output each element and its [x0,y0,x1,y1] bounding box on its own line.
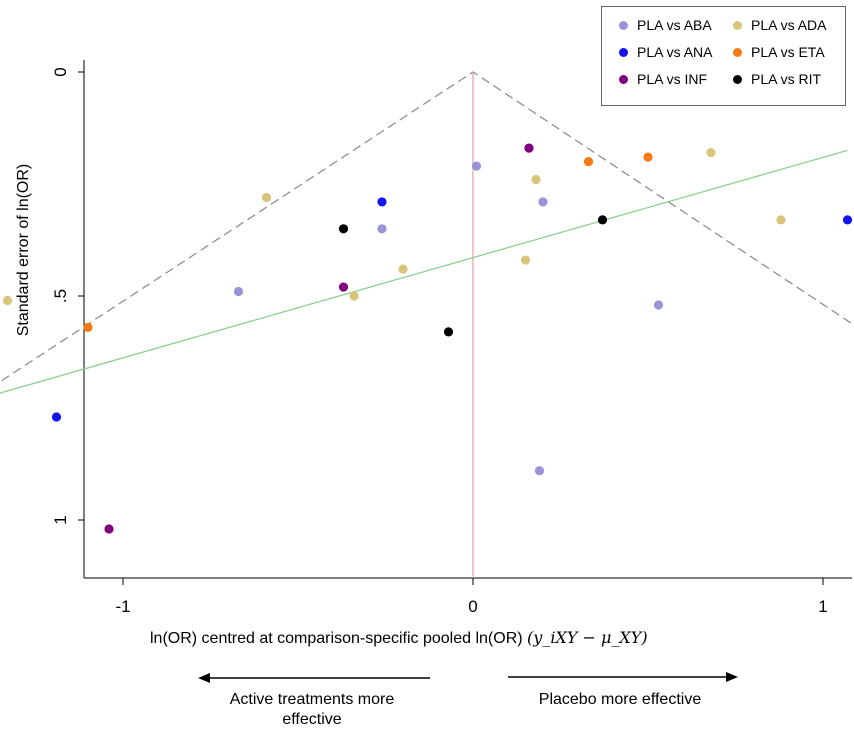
x-axis-label-formula: (y_iXY − μ_XY) [527,628,648,647]
data-point [583,157,594,167]
y-axis-label: Standard error of ln(OR) [15,163,32,337]
y-tick-label: 1 [51,515,70,524]
data-point [706,148,716,158]
data-point [534,466,545,476]
legend-marker [733,21,742,30]
legend-label: PLA vs ADA [751,17,827,33]
right-arrow-head [726,672,738,682]
direction-arrows [198,672,738,683]
x-axis-label: ln(OR) centred at comparison-specific po… [150,628,810,648]
legend-marker [733,75,742,84]
data-point [51,412,62,422]
left-arrow-head [198,673,210,683]
data-point [83,322,93,332]
legend-marker [619,75,628,84]
legend: PLA vs ABA PLA vs ADA PLA vs ANA PLA vs ETA… [601,6,846,106]
data-point [261,192,272,203]
data-point [377,224,387,234]
y-tick-label: 0 [51,67,70,76]
axes: -2-10120.51 [51,60,852,616]
legend-label: PLA vs ABA [637,17,712,33]
legend-label: PLA vs ANA [637,44,713,60]
data-point [377,197,387,207]
x-axis-label-text: ln(OR) centred at comparison-specific po… [150,630,523,647]
data-point [538,197,548,207]
data-point [520,255,531,265]
data-point [398,264,408,274]
data-point [471,161,482,171]
legend-label: PLA vs INF [637,71,708,87]
data-point [233,286,244,297]
funnel-limits [0,71,854,383]
data-point [338,282,349,292]
data-point [842,215,853,225]
data-point [443,327,454,337]
legend-marker [619,21,628,30]
x-tick-label: 1 [818,597,827,616]
x-tick-label: -1 [115,597,130,616]
data-point [531,174,541,185]
legend-marker [733,48,742,57]
data-point [776,215,786,225]
data-point [104,524,114,534]
regression-line [0,149,848,394]
data-point [653,300,664,310]
data-point [338,224,349,234]
y-tick-label: .5 [51,289,70,303]
legend-label: PLA vs RIT [751,71,822,87]
data-point [524,143,534,153]
data-point [597,215,608,225]
x-tick-label: 0 [468,597,477,616]
reference-lines [0,71,854,578]
data-point [2,295,13,306]
left-direction-note: Active treatments more effective [229,691,395,728]
data-points [2,143,853,534]
legend-marker [619,48,628,57]
legend-label: PLA vs ETA [751,44,825,60]
right-direction-note: Placebo more effective [538,691,702,708]
data-point [349,291,359,301]
data-point [643,152,653,162]
